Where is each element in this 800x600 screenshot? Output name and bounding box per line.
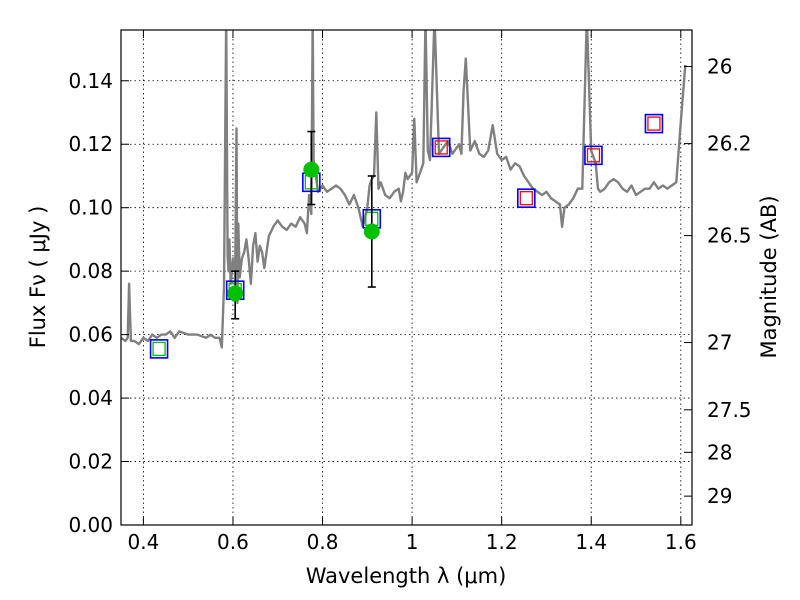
y-tick-label: 0.04 bbox=[68, 386, 113, 410]
y-tick-label: 0.00 bbox=[68, 513, 113, 537]
magnitude-tick-label: 27.5 bbox=[707, 398, 752, 422]
x-tick-label: 1.2 bbox=[486, 530, 518, 554]
model-photometry-inner-box bbox=[519, 191, 533, 206]
x-axis-label: Wavelength λ (μm) bbox=[306, 564, 507, 588]
magnitude-tick-label: 26.5 bbox=[707, 224, 752, 248]
model-photometry-box bbox=[149, 339, 169, 359]
magnitude-tick-label: 26.2 bbox=[707, 132, 752, 156]
magnitude-tick-label: 29 bbox=[707, 484, 732, 508]
y-tick-label: 0.02 bbox=[68, 450, 113, 474]
magnitude-tick-label: 26 bbox=[707, 54, 732, 78]
model-photometry-box bbox=[516, 188, 536, 208]
model-photometry-inner-box bbox=[647, 116, 661, 131]
observed-point bbox=[227, 285, 244, 302]
x-tick-label: 0.4 bbox=[127, 530, 159, 554]
x-tick-label: 1 bbox=[406, 530, 419, 554]
observed-point bbox=[303, 161, 320, 178]
model-photometry-box bbox=[584, 145, 603, 166]
y-tick-label: 0.10 bbox=[68, 196, 113, 220]
magnitude-tick-label: 27 bbox=[707, 331, 732, 355]
y-tick-label: 0.06 bbox=[68, 323, 113, 347]
y-tick-label: 0.12 bbox=[68, 132, 113, 156]
grid bbox=[121, 30, 692, 525]
model-photometry-inner-box bbox=[434, 140, 448, 155]
sed-spectrum-line bbox=[121, 30, 687, 349]
model-photometry-inner-box bbox=[152, 341, 166, 357]
axis-ticks: 0.4 0.6 0.8 1 1.2 1.4 1.6 0.00 0.02 0.04 0.06 0.08 0… bbox=[68, 30, 752, 554]
y-axis-label: Flux Fν ( μJy ) bbox=[26, 206, 50, 349]
magnitude-tick-label: 28 bbox=[707, 440, 732, 464]
magnitude-axis-label: Magnitude (AB) bbox=[757, 195, 781, 358]
model-photometry-box bbox=[644, 113, 664, 134]
x-tick-label: 0.8 bbox=[307, 530, 339, 554]
x-tick-label: 0.6 bbox=[217, 530, 249, 554]
plot-frame bbox=[120, 29, 693, 526]
y-tick-label: 0.14 bbox=[68, 69, 113, 93]
model-photometry-box bbox=[431, 137, 451, 158]
model-photometry-inner-box bbox=[586, 148, 601, 163]
x-tick-label: 1.6 bbox=[665, 530, 697, 554]
plot-area bbox=[121, 30, 687, 359]
x-tick-label: 1.4 bbox=[575, 530, 607, 554]
observed-point bbox=[363, 223, 380, 240]
y-tick-label: 0.08 bbox=[68, 259, 113, 283]
